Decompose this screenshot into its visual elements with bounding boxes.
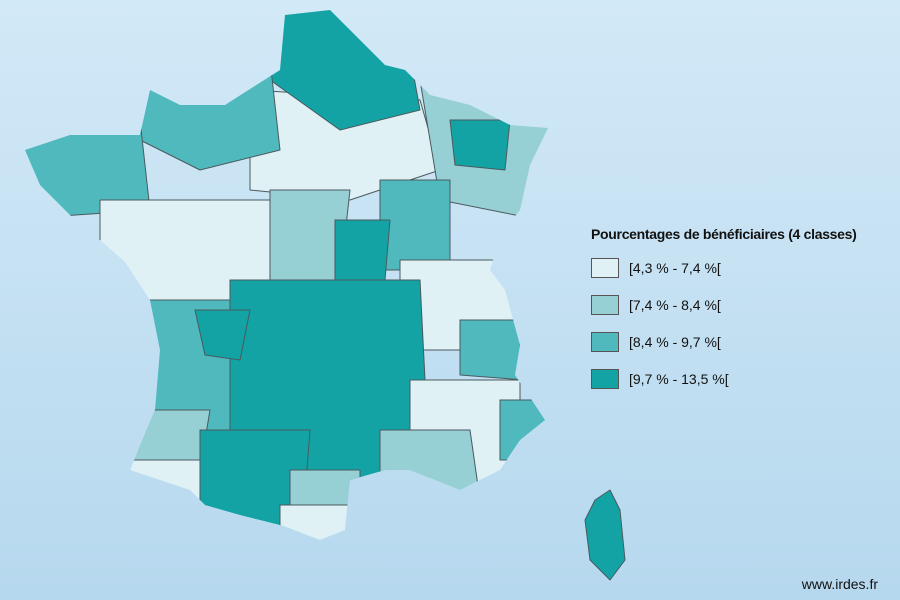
legend-item: [9,7 % - 13,5 %[ xyxy=(591,368,729,390)
department xyxy=(139,59,281,171)
footer-url: www.irdes.fr xyxy=(801,576,878,592)
department xyxy=(334,219,391,281)
legend-label: [7,4 % - 8,4 %[ xyxy=(629,297,721,313)
department xyxy=(584,489,626,581)
legend-item: [8,4 % - 9,7 %[ xyxy=(591,331,721,353)
legend-label: [4,3 % - 7,4 %[ xyxy=(629,260,721,276)
department xyxy=(499,399,548,461)
department xyxy=(99,459,211,540)
legend-item: [7,4 % - 8,4 %[ xyxy=(591,294,721,316)
department xyxy=(459,319,531,381)
legend-swatch xyxy=(591,369,619,389)
legend-swatch xyxy=(591,258,619,278)
legend-title: Pourcentages de bénéficiaires (4 classes… xyxy=(591,226,857,242)
department xyxy=(279,504,361,540)
legend-swatch xyxy=(591,332,619,352)
legend-item: [4,3 % - 7,4 %[ xyxy=(591,257,721,279)
legend-label: [9,7 % - 13,5 %[ xyxy=(629,371,729,387)
departments xyxy=(25,10,548,540)
department xyxy=(194,309,251,361)
department xyxy=(379,179,451,271)
legend-label: [8,4 % - 9,7 %[ xyxy=(629,334,721,350)
department xyxy=(379,429,481,501)
legend-swatch xyxy=(591,295,619,315)
department xyxy=(449,119,511,171)
